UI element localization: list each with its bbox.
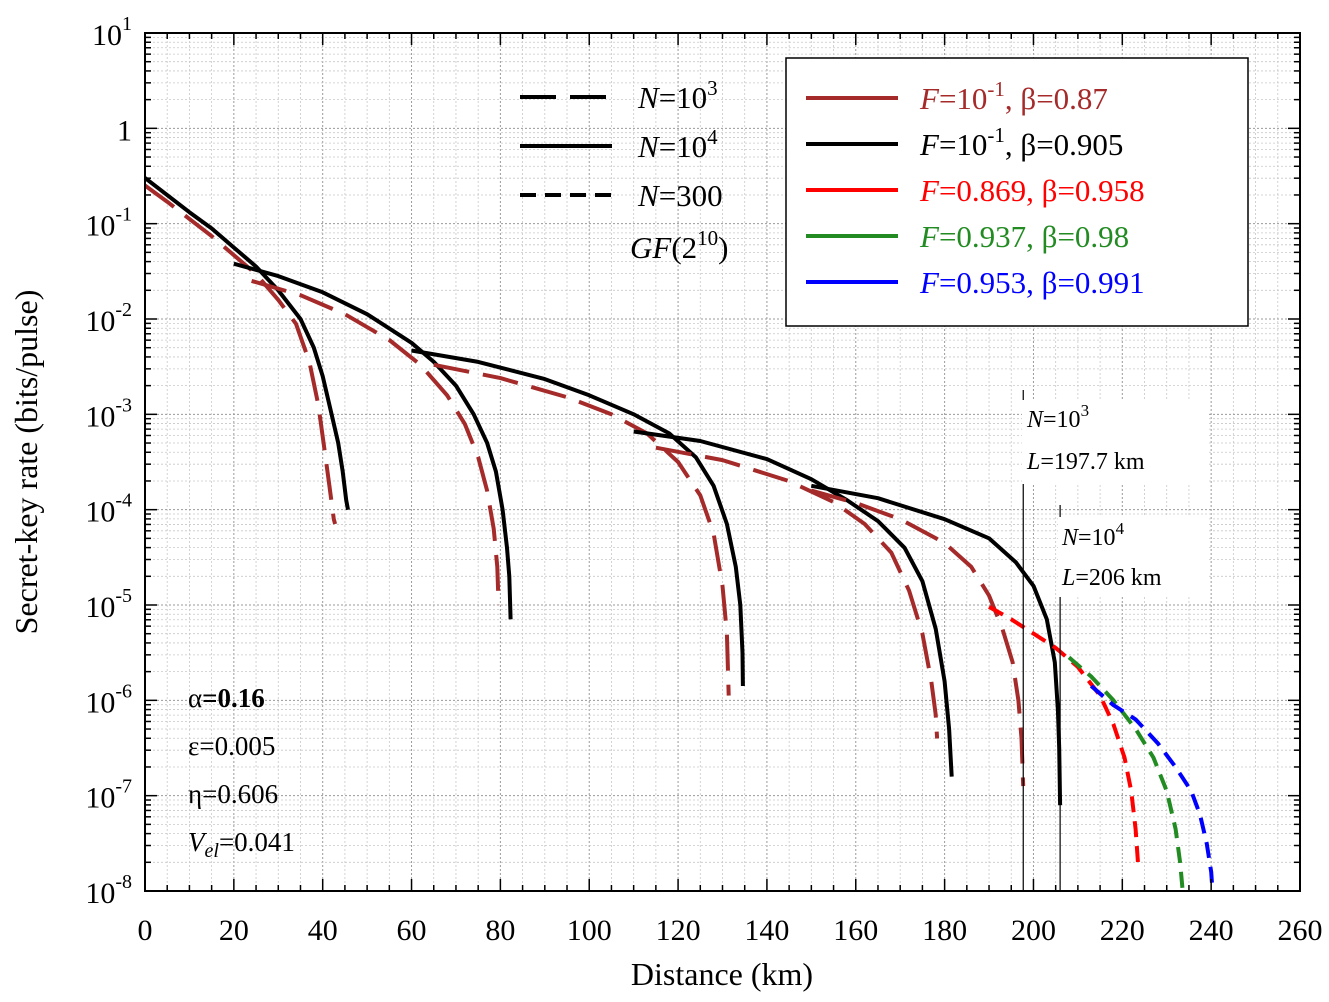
y-tick-label: 10-2 [85,299,132,338]
x-axis-title: Distance (km) [631,956,813,992]
series-n-10-4-seg5 [810,483,1063,806]
color-legend-label: F=10-1, β=0.905 [919,123,1123,162]
series-n-300-f-0-937-beta-0-98 [1067,655,1185,892]
annotation-n1000-line1: N=103 [1026,401,1089,433]
x-tick-label: 140 [744,914,789,947]
x-tick-label: 100 [567,914,612,947]
y-tick-label: 1 [117,114,132,147]
legend-label-n10000: N=104 [637,125,718,164]
series-n-10-4-seg3 [411,348,745,687]
color-legend-label: F=0.953, β=0.991 [919,265,1145,300]
annotation-n1000-line2: L=197.7 km [1026,449,1145,475]
legend-label-n300: N=300 [637,178,723,213]
galois-field-label: GF(210) [630,226,728,265]
series-n-10-4-f-0-1-beta-0-905-seg1 [143,176,350,511]
series-n-10-3-seg5 [810,488,1026,787]
x-tick-label: 260 [1278,914,1323,947]
y-tick-labels: 10-8 10-7 10-6 10-5 10-4 10-3 10-2 10-1 1 101 [85,13,132,910]
series-n-10-3-f-0-1-beta-0-87-seg1 [143,183,338,525]
param-eta: η=0.606 [188,779,278,809]
x-tick-label: 180 [922,914,967,947]
y-tick-label: 10-5 [85,585,132,624]
x-tick-label: 240 [1189,914,1234,947]
y-tick-label: 10-4 [85,490,132,529]
x-tick-label: 80 [485,914,515,947]
color-legend-label: F=0.869, β=0.958 [919,173,1145,208]
y-axis-title: Secret-key rate (bits/pulse) [8,290,44,635]
color-legend: F=10-1, β=0.87 F=10-1, β=0.905 F=0.869, β=… [785,57,1249,327]
annotation-n10000-line2: L=206 km [1061,565,1162,591]
y-tick-label: 10-6 [85,680,132,719]
series-lines [143,176,1215,892]
color-legend-label: F=0.937, β=0.98 [919,219,1129,254]
x-tick-labels: 0 20 40 60 80 100 120 140 160 180 200 220 240 260 [138,914,1323,947]
series-n-10-4-seg2 [233,261,513,620]
color-legend-label: F=10-1, β=0.87 [919,77,1108,116]
param-alpha: α=0.16 [188,683,265,713]
y-tick-label: 10-8 [85,871,132,910]
x-tick-label: 40 [308,914,338,947]
parameter-block: α=0.16 ε=0.005 η=0.606 Vel=0.041 [188,683,295,862]
series-n-300-f-0-869-beta-0-958 [988,605,1141,868]
param-vel: Vel=0.041 [188,827,295,862]
series-n-10-3-seg2 [251,278,501,606]
x-tick-label: 200 [1011,914,1056,947]
x-tick-label: 220 [1100,914,1145,947]
y-tick-label: 10-3 [85,394,132,433]
axis-ticks [144,32,1301,892]
y-tick-label: 10-1 [85,204,132,243]
series-n-300-f-0-953-beta-0-991 [1089,684,1215,892]
x-tick-label: 0 [138,914,153,947]
dash-style-legend: N=103 N=104 N=300 GF(210) [520,76,728,265]
legend-label-n1000: N=103 [637,76,718,115]
annotation-n10000-line1: N=104 [1061,519,1125,551]
annotation-n10000-bg [1058,517,1208,597]
cutoff-annotations: N=103 L=197.7 km N=104 L=206 km [1022,400,1208,597]
y-tick-label: 10-7 [85,776,132,815]
x-tick-label: 20 [219,914,249,947]
series-n-10-4-seg4 [633,429,954,777]
series-n-10-3-seg3 [433,362,731,696]
x-tick-label: 160 [833,914,878,947]
param-epsilon: ε=0.005 [188,731,275,761]
x-tick-label: 60 [397,914,427,947]
series-n-10-3-seg4 [655,445,940,739]
x-tick-label: 120 [656,914,701,947]
y-tick-label: 101 [92,13,132,52]
annotation-n1000-bg [1022,400,1208,484]
